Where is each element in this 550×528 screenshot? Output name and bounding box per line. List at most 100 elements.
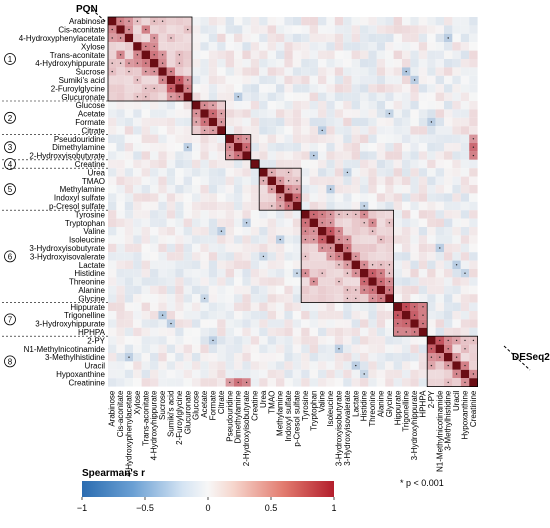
heatmap-cell [259, 294, 268, 303]
heatmap-cell [318, 193, 327, 202]
heatmap-cell [334, 101, 344, 110]
heatmap-cell [141, 126, 150, 135]
heatmap-cell [133, 210, 142, 219]
heatmap-cell [385, 361, 394, 370]
column-label: Pseudouridine [225, 390, 234, 442]
cluster-marker-label: 5 [8, 185, 13, 194]
significance-star [355, 297, 357, 300]
heatmap-cell [141, 344, 150, 353]
significance-star [237, 138, 239, 140]
heatmap-cell [410, 201, 419, 211]
heatmap-cell [259, 185, 268, 194]
heatmap-cell [234, 143, 243, 152]
heatmap-cell [376, 193, 386, 202]
significance-star [170, 96, 172, 98]
heatmap-cell [452, 235, 461, 244]
heatmap-cell [208, 193, 218, 202]
heatmap-cell [192, 84, 201, 93]
heatmap-cell [452, 311, 461, 320]
heatmap-cell [166, 252, 176, 261]
significance-star [355, 255, 357, 258]
heatmap-cell [452, 17, 461, 26]
heatmap-cell [217, 84, 226, 93]
heatmap-cell [133, 168, 142, 177]
heatmap-cell [267, 218, 276, 227]
heatmap-cell [292, 117, 302, 127]
heatmap-cell [368, 353, 377, 362]
heatmap-cell [225, 67, 234, 76]
heatmap-cell [292, 50, 302, 59]
significance-star [321, 272, 323, 274]
heatmap-cell [318, 302, 327, 311]
heatmap-cell [234, 117, 243, 127]
row-label: Methylamine [60, 185, 106, 194]
significance-star [136, 54, 139, 56]
heatmap-cell [276, 151, 285, 160]
heatmap-cell [402, 117, 411, 127]
heatmap-cell [259, 84, 268, 93]
heatmap-cell [360, 159, 369, 169]
heatmap-cell [351, 201, 360, 211]
heatmap-cell [427, 369, 436, 379]
heatmap-cell [393, 33, 402, 43]
heatmap-cell [150, 344, 159, 353]
heatmap-cell [108, 252, 117, 261]
heatmap-cell [116, 126, 125, 135]
heatmap-cell [250, 159, 260, 169]
heatmap-cell [124, 159, 134, 169]
heatmap-cell [460, 50, 470, 59]
significance-star [380, 280, 382, 283]
heatmap-cell [418, 260, 428, 269]
significance-star [380, 297, 382, 300]
heatmap-cell [116, 327, 125, 337]
heatmap-cell [418, 369, 428, 379]
heatmap-cell [393, 243, 402, 253]
heatmap-cell [460, 302, 470, 311]
heatmap-cell [116, 117, 125, 127]
column-label: 2-Furoylglycine [175, 390, 184, 445]
heatmap-cell [410, 42, 419, 51]
heatmap-cell [276, 336, 285, 345]
heatmap-cell [234, 319, 243, 328]
heatmap-cell [410, 294, 419, 303]
heatmap-cell [150, 378, 159, 387]
heatmap-cell [267, 176, 276, 185]
row-label: 3-Hydroxyisovalerate [30, 252, 106, 261]
heatmap-cell [208, 201, 218, 211]
heatmap-cell [418, 126, 428, 135]
heatmap-cell [452, 252, 461, 261]
heatmap-cell [452, 50, 461, 59]
heatmap-cell [410, 134, 419, 143]
heatmap-cell [326, 235, 335, 244]
heatmap-cell [158, 33, 167, 43]
heatmap-cell [460, 327, 470, 337]
heatmap-cell [376, 159, 386, 169]
significance-star [245, 222, 248, 224]
heatmap-cell [309, 336, 318, 345]
significance-star [153, 70, 155, 73]
heatmap-cell [150, 235, 159, 244]
heatmap-cell [334, 33, 344, 43]
heatmap-cell [217, 193, 226, 202]
heatmap-cell [276, 92, 285, 101]
heatmap-cell [141, 361, 150, 370]
heatmap-cell [376, 218, 386, 227]
heatmap-cell [175, 227, 184, 236]
heatmap-cell [376, 109, 386, 118]
heatmap-cell [292, 344, 302, 353]
significance-star [161, 62, 164, 64]
heatmap-cell [460, 294, 470, 303]
heatmap-cell [343, 143, 352, 152]
significance-star [405, 306, 407, 308]
heatmap-cell [418, 201, 428, 211]
heatmap-cell [292, 33, 302, 43]
heatmap-cell [368, 168, 377, 177]
heatmap-cell [385, 227, 394, 236]
heatmap-cell [368, 159, 377, 169]
column-label: Lactate [351, 390, 360, 417]
heatmap-cell [309, 143, 318, 152]
significance-star [329, 230, 332, 232]
heatmap-cell [435, 84, 444, 93]
heatmap-cell [200, 33, 209, 43]
heatmap-cell [452, 218, 461, 227]
